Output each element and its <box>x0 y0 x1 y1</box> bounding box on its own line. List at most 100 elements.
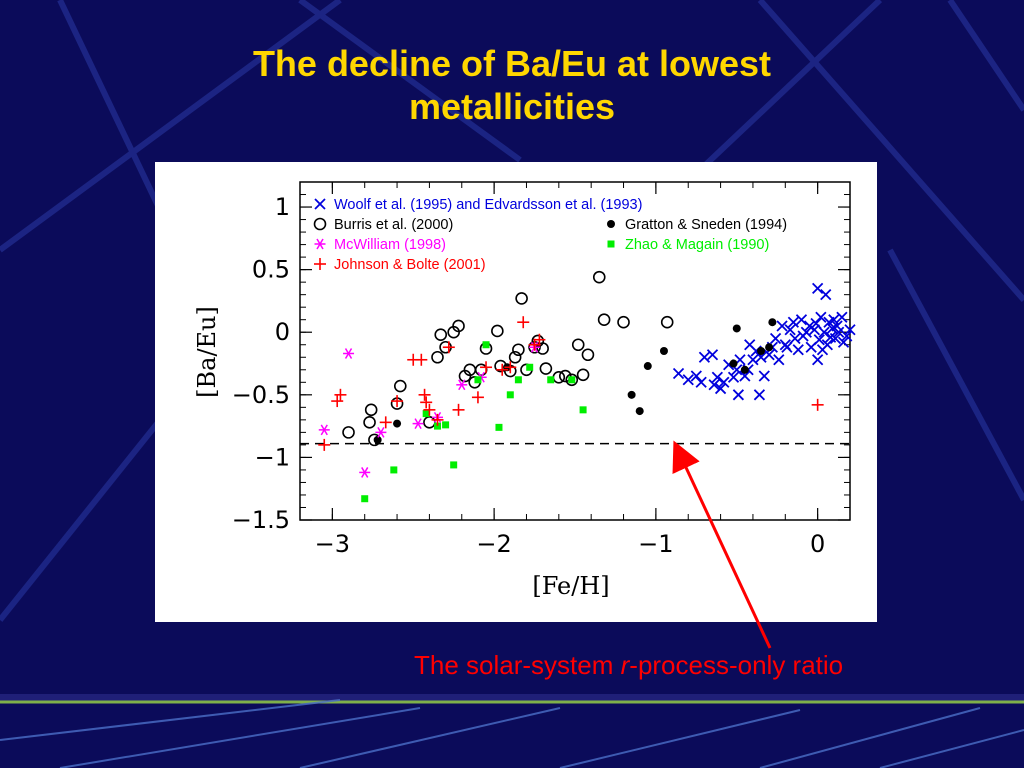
data-point <box>781 341 793 353</box>
data-point <box>811 398 824 411</box>
data-point <box>768 318 777 327</box>
legend: Woolf et al. (1995) and Edvardsson et al… <box>313 197 787 273</box>
data-point <box>393 419 402 428</box>
data-point <box>812 354 824 366</box>
legend-label: Johnson & Bolte (2001) <box>334 257 486 273</box>
data-point <box>568 376 576 384</box>
data-point <box>643 362 652 371</box>
data-point <box>415 353 428 366</box>
data-point <box>363 416 376 429</box>
data-point <box>714 382 727 395</box>
chart-panel: −3 −2 −1 0 1 0.5 0 −0.5 −1 −1.5 [Fe/H] [Ba/Eu] W… <box>155 162 877 622</box>
data-point <box>732 324 741 333</box>
data-point <box>471 391 484 404</box>
data-point <box>418 388 431 401</box>
data-point <box>422 410 430 418</box>
data-point <box>331 395 344 408</box>
data-point <box>769 332 782 345</box>
legend-marker <box>607 220 615 228</box>
y-tick-labels: 1 0.5 0 −0.5 −1 −1.5 <box>232 193 290 534</box>
legend-item: Woolf et al. (1995) and Edvardsson et al… <box>314 197 642 213</box>
legend-label: Zhao & Magain (1990) <box>625 237 769 253</box>
legend-marker <box>313 217 327 231</box>
legend-marker <box>314 198 326 210</box>
data-point <box>729 359 738 368</box>
legend-marker <box>607 240 615 248</box>
data-point <box>708 379 720 391</box>
legend-item: McWilliam (1998) <box>314 237 446 253</box>
y-tick-label: 0.5 <box>252 256 290 284</box>
data-point <box>792 344 804 356</box>
data-point <box>836 311 848 323</box>
data-point <box>375 426 387 438</box>
data-point <box>837 336 850 348</box>
data-point <box>576 368 590 382</box>
data-point <box>592 270 606 284</box>
data-point <box>579 406 587 414</box>
data-point <box>844 324 856 336</box>
data-point <box>758 370 770 382</box>
data-point <box>747 354 759 366</box>
legend-item: Zhao & Magain (1990) <box>607 237 769 253</box>
legend-label: Woolf et al. (1995) and Edvardsson et al… <box>334 197 642 213</box>
data-point <box>815 311 827 323</box>
series-4 <box>361 341 587 503</box>
slide-title: The decline of Ba/Eu at lowest metallici… <box>0 42 1024 128</box>
data-point <box>659 347 668 355</box>
data-point <box>821 339 833 351</box>
data-point <box>361 495 369 503</box>
data-point <box>442 341 455 354</box>
data-point <box>491 324 504 338</box>
data-point <box>841 330 853 342</box>
y-tick-label: −1.5 <box>232 506 290 534</box>
x-tick-label: −1 <box>638 530 673 558</box>
solar-ratio-callout: The solar-system r-process-only ratio <box>414 650 843 681</box>
y-tick-label: 0 <box>275 318 290 346</box>
data-point <box>452 319 465 333</box>
data-point <box>812 282 824 295</box>
data-points <box>318 270 856 503</box>
legend-item: Gratton & Sneden (1994) <box>607 217 787 233</box>
data-point <box>672 367 685 380</box>
y-axis-label: [Ba/Eu] <box>193 306 221 398</box>
data-point <box>695 376 707 388</box>
data-point <box>820 289 832 301</box>
data-point <box>753 389 766 401</box>
data-point <box>533 333 546 346</box>
data-point <box>795 314 808 326</box>
x-tick-label: −3 <box>315 530 350 558</box>
data-point <box>526 363 534 371</box>
x-axis-label: [Fe/H] <box>532 572 609 600</box>
data-point <box>480 361 493 374</box>
title-line-2: metallicities <box>408 86 616 127</box>
data-point <box>763 349 775 361</box>
x-tick-label: 0 <box>810 530 825 558</box>
data-point <box>740 365 749 374</box>
data-point <box>818 326 830 338</box>
data-point <box>829 332 842 345</box>
data-point <box>423 416 436 429</box>
callout-italic-r: r <box>620 650 630 680</box>
data-point <box>390 466 398 474</box>
data-point <box>547 376 555 384</box>
data-point <box>512 343 525 357</box>
data-point <box>474 376 482 384</box>
data-point <box>718 376 730 388</box>
data-point <box>690 370 702 382</box>
data-point <box>393 379 407 393</box>
data-point <box>364 403 378 417</box>
data-point <box>787 316 800 328</box>
data-point <box>539 362 553 375</box>
axis-ticks <box>299 181 851 521</box>
callout-suffix: -process-only ratio <box>629 650 844 680</box>
series-0 <box>672 282 856 401</box>
data-point <box>450 461 458 469</box>
data-point <box>789 332 801 345</box>
legend-label: Burris et al. (2000) <box>334 217 453 233</box>
data-point <box>359 467 371 478</box>
data-point <box>379 416 392 429</box>
x-tick-labels: −3 −2 −1 0 <box>315 530 826 558</box>
data-point <box>496 363 509 376</box>
data-point <box>833 326 845 338</box>
legend-item: Johnson & Bolte (2001) <box>314 257 486 273</box>
